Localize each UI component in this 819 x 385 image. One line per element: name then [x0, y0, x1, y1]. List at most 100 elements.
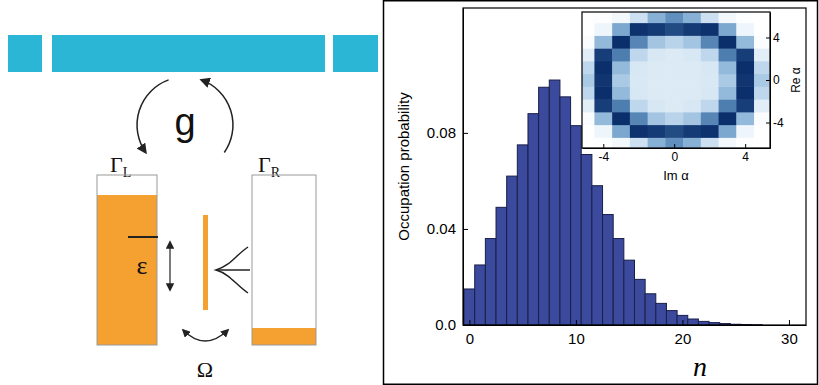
heatmap-cells [582, 12, 770, 148]
bar [485, 239, 496, 325]
bar [635, 279, 646, 325]
heat-cell [582, 86, 595, 99]
rate-symbol: Γ [258, 152, 271, 177]
bar [624, 260, 635, 325]
right-lead [252, 175, 316, 345]
heat-cell [630, 99, 648, 112]
left-lead-fill [97, 195, 157, 345]
heat-cell [648, 112, 666, 125]
x-axis: 0102030 [464, 320, 807, 347]
quantum-dot [203, 215, 208, 310]
bar [549, 80, 560, 325]
x-axis-line [464, 325, 807, 326]
bar [603, 215, 614, 325]
heat-cell [612, 35, 630, 48]
heat-cell [736, 61, 754, 74]
heat-cell [736, 86, 754, 99]
bar [517, 145, 528, 325]
heat-cell [630, 125, 648, 138]
inset-y-axis: -404 [766, 13, 784, 149]
heat-cell [754, 112, 770, 125]
y-axis-tick: 0.0 [435, 316, 468, 333]
tick-mark [469, 320, 470, 325]
heat-cell [648, 125, 666, 138]
heat-cell [754, 99, 770, 112]
heat-cell [701, 12, 719, 23]
bar [528, 114, 539, 325]
figure: gΓLΓRεΩ01020300.00.040.08nOccupation pro… [0, 0, 819, 385]
heat-cell [582, 12, 595, 23]
heat-cell [736, 99, 754, 112]
tick-mark [674, 144, 675, 148]
rate-symbol: Γ [110, 152, 123, 177]
heat-cell [683, 61, 701, 74]
inset-y-axis-tick: 4 [766, 31, 780, 45]
heat-cell [736, 137, 754, 148]
inset-x-axis-tick: 4 [742, 144, 749, 164]
heat-cell [754, 74, 770, 87]
heat-cell [701, 74, 719, 87]
heat-cell [594, 86, 612, 99]
heat-cell [612, 12, 630, 23]
y-axis-tick: 0.08 [427, 124, 468, 141]
bar [571, 126, 582, 325]
x-axis-tick: 0 [466, 320, 474, 347]
rate-subscript: L [123, 165, 132, 180]
heat-cell [701, 112, 719, 125]
inset-y-axis-line [770, 13, 771, 149]
heat-cell [582, 61, 595, 74]
inset-x-axis-tick: -4 [598, 144, 609, 164]
inset-x-axis-tick: 0 [671, 144, 678, 164]
tick-mark [463, 133, 468, 134]
heat-cell [665, 137, 683, 148]
heat-cell [719, 112, 737, 125]
heat-cell [630, 35, 648, 48]
heat-cell [582, 74, 595, 87]
heat-cell [754, 48, 770, 61]
heat-cell [612, 137, 630, 148]
tick-label: 20 [675, 330, 692, 347]
heat-cell [630, 112, 648, 125]
heat-cell [683, 48, 701, 61]
heat-cell [648, 48, 666, 61]
heat-cell [630, 12, 648, 23]
heat-cell [582, 137, 595, 148]
bar [613, 239, 624, 325]
heat-cell [719, 86, 737, 99]
heat-cell [582, 99, 595, 112]
tick-label: 10 [568, 330, 585, 347]
bar [496, 207, 507, 325]
tunneling-arrow [183, 330, 228, 341]
tick-label: 0.04 [427, 220, 456, 237]
heat-cell [719, 74, 737, 87]
y-axis: 0.0 0.04 0.08 [427, 9, 468, 334]
heat-cell [719, 48, 737, 61]
tick-label: 0 [671, 150, 678, 164]
heat-cell [754, 12, 770, 23]
heat-cell [719, 12, 737, 23]
tick-mark [682, 320, 683, 325]
bar [475, 265, 486, 325]
heat-cell [648, 74, 666, 87]
tick-mark [766, 80, 770, 81]
heat-cell [754, 125, 770, 138]
heat-cell [683, 137, 701, 148]
coupling-label: g [174, 101, 195, 143]
tick-label: 4 [773, 31, 780, 45]
heat-cell [701, 48, 719, 61]
heat-cell [683, 86, 701, 99]
tick-mark [766, 123, 770, 124]
heat-cell [594, 125, 612, 138]
tunneling-label: Ω [197, 357, 213, 382]
heat-cell [754, 137, 770, 148]
heat-cell [594, 74, 612, 87]
bar [677, 315, 688, 325]
heat-cell [582, 48, 595, 61]
heat-cell [754, 23, 770, 36]
detuning-arrow [169, 242, 170, 290]
heat-cell [630, 23, 648, 36]
heat-cell [683, 23, 701, 36]
tick-label: 0.08 [427, 124, 456, 141]
heat-cell [683, 74, 701, 87]
heat-cell [612, 125, 630, 138]
